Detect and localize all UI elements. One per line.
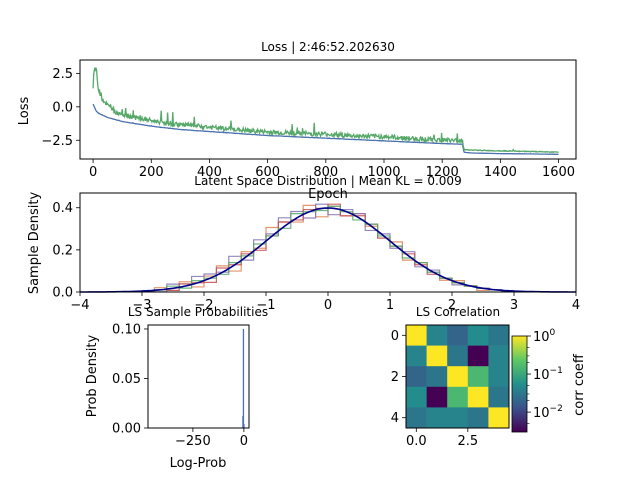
correlation-cell (488, 366, 510, 388)
latent-y-axis-label: Sample Density (27, 192, 42, 295)
colorbar-tick-label: 10−1 (533, 366, 563, 383)
sample-probabilities-plot: LS Sample Probabilities Prob Density Log… (85, 305, 268, 471)
sample-probabilities-x-axis-label: Log-Prob (170, 456, 227, 471)
correlation-cell (488, 325, 510, 346)
loss-plot-title: Loss | 2:46:52.202630 (261, 40, 395, 54)
y-tick-label: 2 (391, 370, 399, 385)
x-tick-label: 600 (255, 165, 280, 180)
correlation-cell (467, 366, 489, 388)
x-tick-label: 0 (240, 434, 248, 449)
x-tick-label: −250 (175, 434, 211, 449)
correlation-cell (488, 345, 510, 367)
correlation-heatmap: LS Correlation 0.0 2.5 0 2 4 100 10−1 10−2 cor… (391, 305, 587, 449)
y-tick-label: 4 (391, 411, 399, 426)
correlation-cell (447, 366, 469, 388)
x-tick-label: 1400 (484, 165, 517, 180)
x-tick-label: 1200 (426, 165, 459, 180)
x-tick-label: 2.5 (457, 434, 478, 449)
x-tick-label: 800 (313, 165, 338, 180)
sample-probabilities-title: LS Sample Probabilities (128, 305, 268, 319)
correlation-cell (467, 386, 489, 408)
latent-histogram (141, 205, 515, 292)
correlation-cell (426, 366, 448, 388)
x-tick-label: 0 (89, 165, 97, 180)
x-tick-label: −2 (194, 298, 213, 313)
loss-y-axis-label: Loss (17, 97, 32, 126)
correlation-cell (467, 325, 489, 346)
probability-bar (243, 424, 245, 428)
correlation-cell (447, 325, 469, 346)
correlation-cell (447, 386, 469, 408)
correlation-cell (467, 407, 489, 429)
probability-bar (242, 328, 245, 428)
y-tick-label: 2.5 (52, 67, 73, 82)
loss-plot-frame (79, 59, 577, 160)
colorbar (511, 335, 528, 433)
latent-plot-area (80, 203, 576, 293)
correlation-cell (447, 345, 469, 367)
correlation-cell (488, 407, 510, 429)
correlation-cell (406, 325, 427, 346)
colorbar-tick-label: 10−2 (533, 404, 563, 421)
correlation-cell (488, 386, 510, 408)
correlation-cell (426, 325, 448, 346)
latent-distribution-plot: Latent Space Distribution | Mean KL = 0.… (27, 174, 580, 313)
correlation-cell (426, 345, 448, 367)
x-tick-label: 1 (386, 298, 394, 313)
sample-probabilities-plot-area (242, 328, 245, 428)
latent-plot-title: Latent Space Distribution | Mean KL = 0.… (194, 174, 461, 188)
correlation-ticks: 0.0 2.5 0 2 4 (391, 329, 478, 449)
x-tick-label: −1 (256, 298, 275, 313)
x-tick-label: 2 (448, 298, 456, 313)
correlation-cell (467, 345, 489, 367)
correlation-heatmap-cells (406, 325, 510, 429)
x-tick-label: 400 (197, 165, 222, 180)
y-tick-label: 0.0 (52, 286, 73, 301)
colorbar-tick-label: 100 (533, 328, 556, 345)
y-tick-label: 0 (391, 329, 399, 344)
latent-ticks: −4 −3 −2 −1 0 1 2 3 4 0.0 0.2 0.4 (52, 201, 580, 313)
sample-probabilities-ticks: −250 0 0.00 0.05 0.10 (112, 322, 248, 449)
y-tick-label: 0.00 (112, 422, 141, 437)
loss-ticks: 0 200 400 600 800 1000 1200 1400 1600 2.5 0.0 −2.5 (41, 67, 575, 180)
y-tick-label: 0.4 (52, 201, 73, 216)
x-tick-label: −3 (132, 298, 151, 313)
x-tick-label: 200 (139, 165, 164, 180)
x-tick-label: 0 (324, 298, 332, 313)
correlation-cell (447, 407, 469, 429)
correlation-cell (406, 407, 427, 429)
y-tick-label: −2.5 (41, 134, 73, 149)
standard-normal-curve (80, 207, 576, 293)
correlation-cell (426, 386, 448, 408)
latent-histogram (141, 204, 515, 292)
correlation-cell (406, 366, 427, 388)
x-tick-label: 1000 (367, 165, 400, 180)
correlation-title: LS Correlation (416, 305, 500, 319)
colorbar-ticks: 100 10−1 10−2 (527, 328, 563, 424)
loss-series-line (92, 67, 559, 154)
sample-probabilities-frame (147, 324, 250, 429)
x-tick-label: 4 (572, 298, 580, 313)
y-tick-label: 0.05 (112, 372, 141, 387)
x-tick-label: 3 (510, 298, 518, 313)
sample-probabilities-y-axis-label: Prob Density (85, 334, 100, 417)
loss-plot: Loss | 2:46:52.202630 Loss Epoch 0 200 400… (17, 40, 577, 202)
x-tick-label: 1600 (542, 165, 575, 180)
y-tick-label: 0.10 (112, 322, 141, 337)
x-tick-label: 0.0 (406, 434, 427, 449)
y-tick-label: 0.0 (52, 100, 73, 115)
correlation-cell (426, 407, 448, 429)
correlation-cell (406, 386, 427, 408)
loss-plot-area (92, 67, 559, 155)
loss-x-axis-label: Epoch (308, 187, 348, 202)
colorbar-label: corr coeff (572, 353, 587, 416)
x-tick-label: −4 (70, 298, 89, 313)
correlation-cell (406, 345, 427, 367)
y-tick-label: 0.2 (52, 243, 73, 258)
loss-series-line (92, 103, 559, 155)
